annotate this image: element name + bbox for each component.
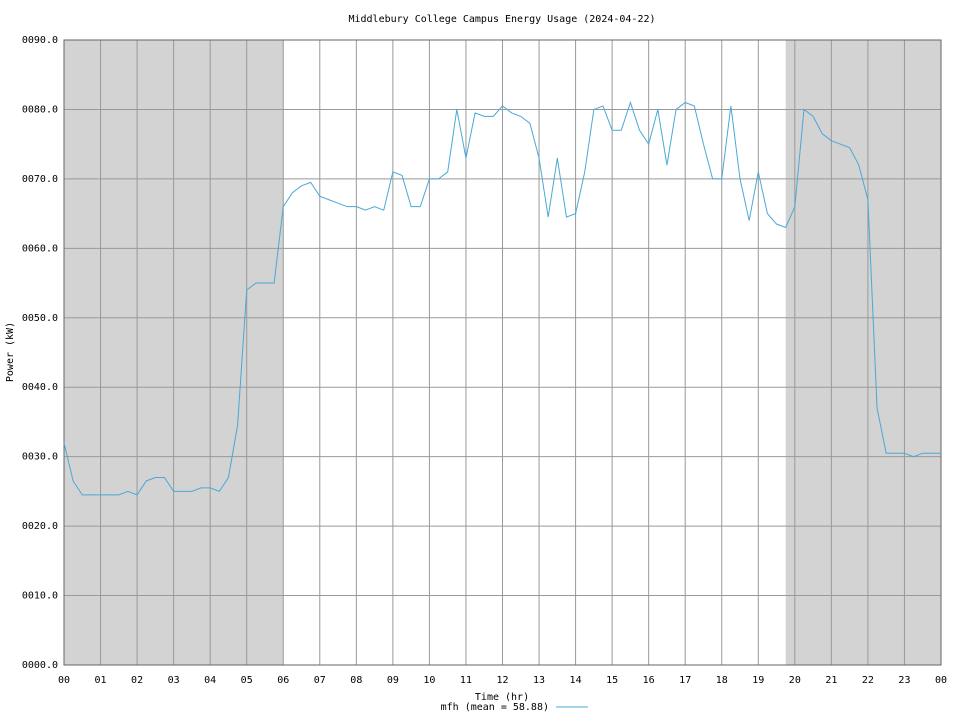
y-axis-label: Power (kW) <box>5 322 16 382</box>
x-tick-label: 23 <box>898 675 910 686</box>
chart-title: Middlebury College Campus Energy Usage (… <box>348 14 655 25</box>
x-tick-label: 17 <box>679 675 691 686</box>
x-tick-label: 05 <box>241 675 253 686</box>
x-tick-label: 09 <box>387 675 399 686</box>
x-tick-label: 08 <box>350 675 362 686</box>
x-tick-label: 15 <box>606 675 618 686</box>
y-tick-label: 0090.0 <box>22 35 58 46</box>
x-tick-label: 20 <box>789 675 801 686</box>
y-tick-label: 0080.0 <box>22 104 58 115</box>
x-tick-label: 12 <box>496 675 508 686</box>
x-tick-label: 22 <box>862 675 874 686</box>
x-tick-label: 06 <box>277 675 289 686</box>
y-tick-label: 0050.0 <box>22 313 58 324</box>
x-tick-label: 00 <box>58 675 70 686</box>
data-line <box>63 100 941 496</box>
x-tick-label: 07 <box>314 675 326 686</box>
legend-label: mfh (mean = 58.88) <box>441 702 549 713</box>
x-tick-label: 10 <box>423 675 435 686</box>
y-tick-label: 0000.0 <box>22 660 58 671</box>
x-tick-label: 00 <box>935 675 947 686</box>
y-tick-label: 0030.0 <box>22 452 58 463</box>
x-tick-label: 14 <box>570 675 582 686</box>
x-tick-label: 02 <box>131 675 143 686</box>
x-tick-label: 13 <box>533 675 545 686</box>
x-tick-label: 16 <box>643 675 655 686</box>
x-tick-label: 01 <box>95 675 107 686</box>
x-tick-label: 19 <box>752 675 764 686</box>
x-tick-label: 18 <box>716 675 728 686</box>
x-tick-label: 11 <box>460 675 472 686</box>
x-axis-label: Time (hr) <box>475 692 529 703</box>
y-tick-label: 0070.0 <box>22 174 58 185</box>
x-tick-label: 03 <box>168 675 180 686</box>
x-tick-label: 21 <box>825 675 837 686</box>
y-tick-label: 0010.0 <box>22 591 58 602</box>
plot-frame <box>63 39 942 666</box>
y-tick-label: 0020.0 <box>22 521 58 532</box>
y-tick-label: 0040.0 <box>22 382 58 393</box>
x-tick-label: 04 <box>204 675 216 686</box>
shaded-region <box>785 40 941 665</box>
y-tick-label: 0060.0 <box>22 243 58 254</box>
